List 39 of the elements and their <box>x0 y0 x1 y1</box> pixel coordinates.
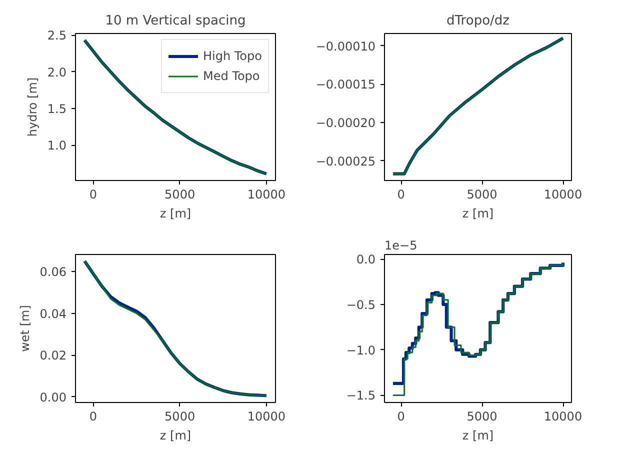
x-axis-title: z [m] <box>160 206 192 220</box>
x-tick-label: 0 <box>89 188 98 202</box>
y-tick-label: −1.5 <box>346 388 376 403</box>
chart-title: dTropo/dz <box>446 14 510 28</box>
y-tick-label: 2.5 <box>47 28 67 43</box>
y-axis-title: hydro [m] <box>25 77 40 137</box>
x-tick-label: 0 <box>397 188 405 202</box>
x-tick-label: 0 <box>89 410 98 424</box>
x-tick-label: 5000 <box>164 410 196 424</box>
legend-label: Med Topo <box>203 69 260 83</box>
y-tick-label: 0.04 <box>40 306 66 321</box>
y-tick-label: 0.02 <box>40 348 66 363</box>
y-tick-label: 2.0 <box>47 65 67 80</box>
x-tick-label: 5000 <box>466 410 498 424</box>
x-axis-title: z [m] <box>462 428 494 442</box>
y-tick-label: −0.00010 <box>316 39 376 54</box>
y-tick-label: 0.0 <box>356 252 376 267</box>
x-axis-title: z [m] <box>462 206 494 220</box>
y-tick-label: −0.5 <box>346 298 376 312</box>
x-tick-label: 5000 <box>466 188 498 202</box>
x-tick-label: 0 <box>397 410 405 424</box>
y-tick-label: −0.00015 <box>316 78 376 92</box>
chart-title: 10 m Vertical spacing <box>105 14 246 28</box>
y-tick-label: 1.5 <box>47 102 67 116</box>
x-tick-label: 10000 <box>544 188 582 202</box>
x-tick-label: 10000 <box>247 188 286 202</box>
y-tick-label: −0.00020 <box>316 116 376 130</box>
x-tick-label: 10000 <box>544 410 582 424</box>
y-tick-label: 0.00 <box>40 390 66 404</box>
text: 1e−5 <box>384 238 418 252</box>
x-axis-title: z [m] <box>160 428 192 442</box>
x-tick-label: 5000 <box>164 188 196 202</box>
y-tick-label: 1.0 <box>47 138 67 153</box>
legend-label: High Topo <box>203 49 262 63</box>
y-tick-label: 0.06 <box>40 265 66 280</box>
x-tick-label: 10000 <box>247 410 286 424</box>
y-axis-title: wet [m] <box>18 305 32 352</box>
y-tick-label: −0.00025 <box>316 154 376 168</box>
y-tick-label: −1.0 <box>346 343 376 358</box>
